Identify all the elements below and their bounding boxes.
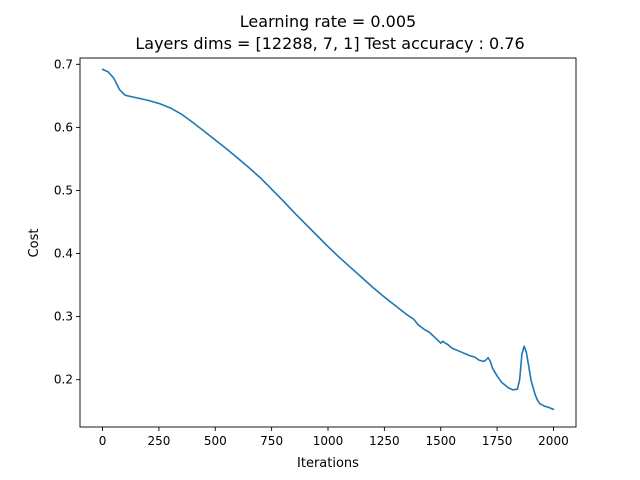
chart-title: Learning rate = 0.005	[240, 12, 416, 31]
y-tick-label: 0.6	[54, 120, 73, 134]
x-tick-label: 1750	[482, 434, 513, 448]
cost-series-line	[101, 68, 555, 411]
axis-ticks: 0 250 500 750 1000 1250 1500 1750 2000 0.2 0.3 0.4 0…	[54, 57, 569, 448]
plot-frame	[79, 57, 577, 428]
x-tick-label: 1250	[369, 434, 400, 448]
chart-subtitle: Layers dims = [12288, 7, 1] Test accurac…	[135, 34, 524, 53]
x-axis-label: Iterations	[297, 456, 359, 471]
x-tick-label: 1500	[425, 434, 456, 448]
x-tick-label: 500	[204, 434, 227, 448]
y-tick-label: 0.7	[54, 57, 73, 71]
y-axis-label: Cost	[27, 229, 42, 258]
x-tick-label: 1000	[313, 434, 344, 448]
x-tick-label: 750	[260, 434, 283, 448]
x-tick-label: 2000	[538, 434, 569, 448]
y-tick-label: 0.3	[54, 310, 73, 324]
y-tick-label: 0.2	[54, 373, 73, 387]
y-tick-label: 0.4	[54, 247, 73, 261]
x-tick-label: 0	[99, 434, 107, 448]
x-tick-label: 250	[147, 434, 170, 448]
y-tick-label: 0.5	[54, 183, 73, 197]
